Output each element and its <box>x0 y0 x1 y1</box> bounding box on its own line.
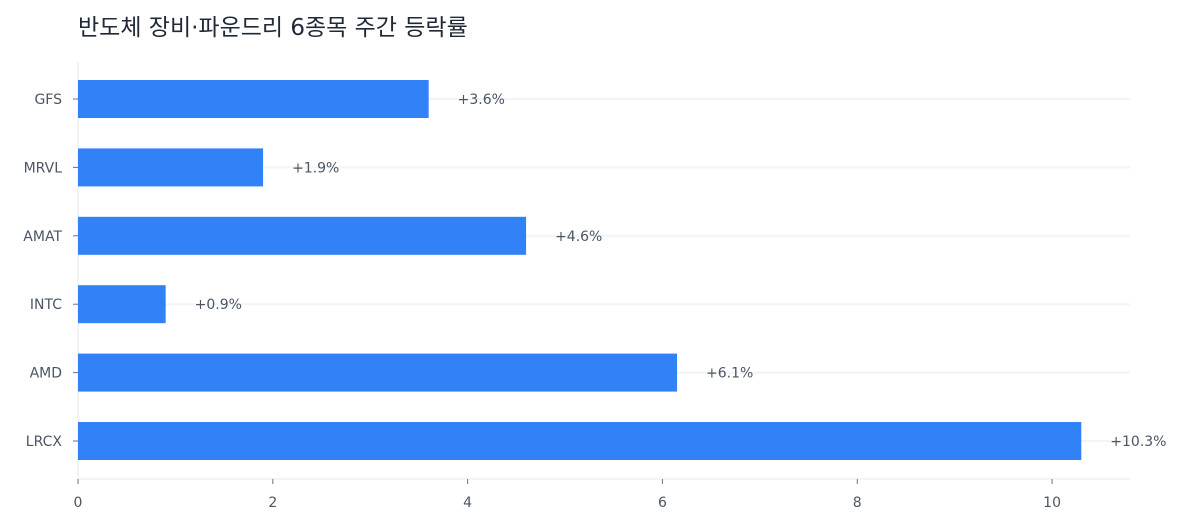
value-label: +4.6% <box>555 229 602 245</box>
bar-intc <box>78 285 166 324</box>
bar-lrcx <box>78 422 1082 460</box>
value-label: +10.3% <box>1110 434 1166 450</box>
category-label: MRVL <box>24 160 63 176</box>
x-tick-label: 2 <box>268 495 277 511</box>
category-label: INTC <box>30 297 62 313</box>
x-tick-label: 10 <box>1043 495 1061 511</box>
category-label: GFS <box>34 92 62 108</box>
bar-gfs <box>78 80 429 118</box>
value-label: +3.6% <box>458 92 505 108</box>
x-tick-label: 4 <box>463 495 472 511</box>
value-label: +0.9% <box>195 297 242 313</box>
x-tick-label: 8 <box>853 495 862 511</box>
x-tick-label: 6 <box>658 495 667 511</box>
bar-amd <box>78 353 678 392</box>
value-label: +1.9% <box>292 160 339 176</box>
value-label: +6.1% <box>706 366 753 382</box>
x-tick-label: 0 <box>74 495 83 511</box>
category-label: LRCX <box>26 434 63 450</box>
category-label: AMD <box>30 366 62 382</box>
chart-title: 반도체 장비·파운드리 6종목 주간 등락률 <box>78 15 468 41</box>
bar-mrvl <box>78 148 264 187</box>
bar-amat <box>78 216 527 255</box>
category-label: AMAT <box>23 229 62 245</box>
